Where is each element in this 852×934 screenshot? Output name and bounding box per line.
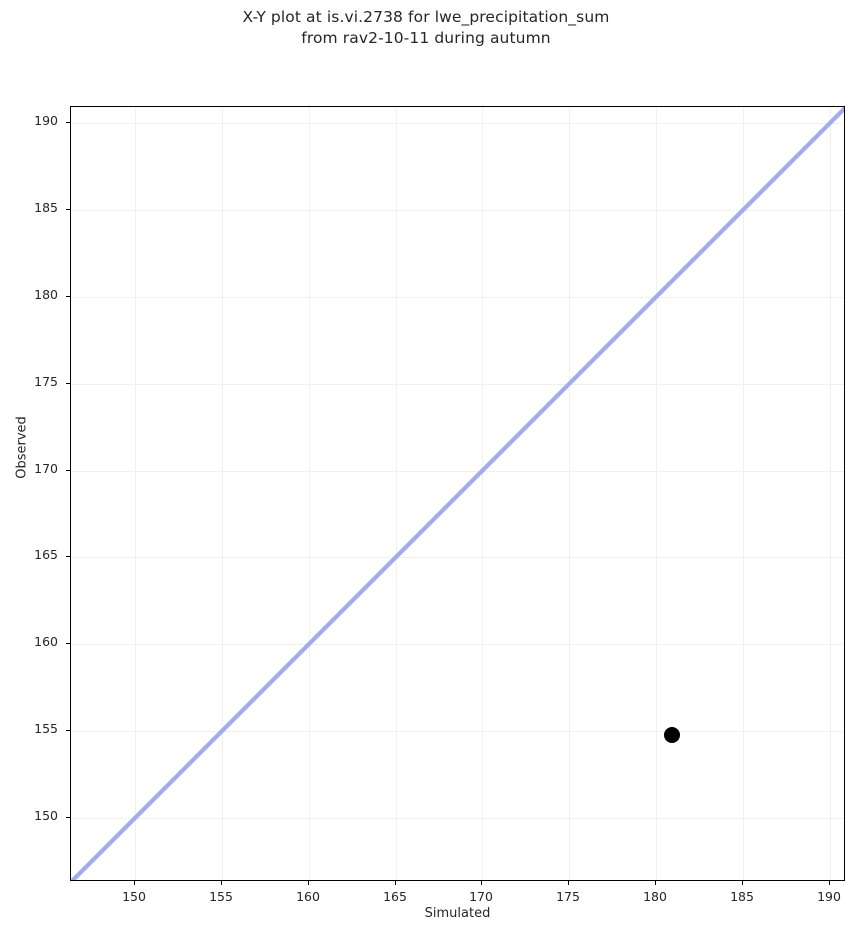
tick-y-160 — [66, 643, 70, 645]
tick-y-180 — [66, 296, 70, 298]
ticklabel-y-2: 160 — [34, 634, 58, 649]
tick-x-190 — [829, 881, 831, 885]
gridline-y-190 — [71, 123, 844, 124]
tick-y-185 — [66, 209, 70, 211]
identity-reference-line — [71, 107, 844, 880]
gridline-x-150 — [135, 107, 136, 880]
gridline-x-175 — [569, 107, 570, 880]
ticklabel-x-7: 185 — [730, 889, 754, 904]
ticklabel-x-4: 170 — [469, 889, 493, 904]
tick-y-150 — [66, 817, 70, 819]
tick-x-155 — [221, 881, 223, 885]
gridline-y-185 — [71, 210, 844, 211]
ticklabel-y-0: 150 — [34, 808, 58, 823]
ticklabel-x-5: 175 — [556, 889, 580, 904]
tick-x-180 — [655, 881, 657, 885]
tick-y-175 — [66, 383, 70, 385]
ticklabel-x-6: 180 — [643, 889, 667, 904]
ticklabel-x-0: 150 — [122, 889, 146, 904]
x-axis-label: Simulated — [424, 906, 491, 921]
tick-y-155 — [66, 730, 70, 732]
plot-area — [70, 106, 845, 881]
ticklabel-y-7: 185 — [34, 200, 58, 215]
gridline-x-180 — [656, 107, 657, 880]
tick-x-170 — [481, 881, 483, 885]
tick-x-160 — [308, 881, 310, 885]
ticklabel-y-5: 175 — [34, 374, 58, 389]
gridline-y-160 — [71, 644, 844, 645]
ticklabel-y-4: 170 — [34, 461, 58, 476]
tick-y-190 — [66, 122, 70, 124]
ticklabel-y-6: 180 — [34, 287, 58, 302]
ticklabel-y-1: 155 — [34, 721, 58, 736]
gridline-x-155 — [222, 107, 223, 880]
ticklabel-x-8: 190 — [817, 889, 841, 904]
tick-x-185 — [742, 881, 744, 885]
gridline-x-185 — [743, 107, 744, 880]
gridline-y-150 — [71, 818, 844, 819]
ticklabel-x-1: 155 — [209, 889, 233, 904]
gridline-x-165 — [396, 107, 397, 880]
gridline-x-160 — [309, 107, 310, 880]
gridline-x-190 — [830, 107, 831, 880]
ticklabel-y-3: 165 — [34, 547, 58, 562]
tick-y-170 — [66, 470, 70, 472]
gridline-y-165 — [71, 557, 844, 558]
tick-x-175 — [568, 881, 570, 885]
gridline-y-180 — [71, 297, 844, 298]
tick-y-165 — [66, 556, 70, 558]
y-axis-label: Observed — [14, 416, 30, 479]
gridline-x-170 — [482, 107, 483, 880]
chart-title: X-Y plot at is.vi.2738 for lwe_precipita… — [242, 8, 610, 47]
tick-x-150 — [134, 881, 136, 885]
gridline-y-155 — [71, 731, 844, 732]
ticklabel-y-8: 190 — [34, 113, 58, 128]
gridline-y-170 — [71, 471, 844, 472]
ticklabel-x-3: 165 — [383, 889, 407, 904]
ticklabel-x-2: 160 — [296, 889, 320, 904]
tick-x-165 — [395, 881, 397, 885]
data-point-0 — [664, 727, 680, 743]
gridline-y-175 — [71, 384, 844, 385]
